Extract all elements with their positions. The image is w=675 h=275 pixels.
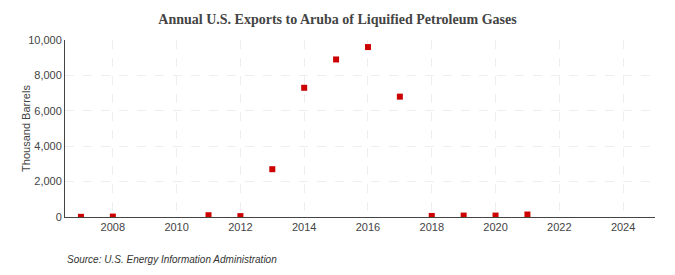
svg-text:8,000: 8,000 (34, 69, 62, 81)
svg-text:Thousand Barrels: Thousand Barrels (20, 85, 32, 172)
svg-text:Source: U.S. Energy Informatio: Source: U.S. Energy Information Administ… (67, 254, 277, 265)
svg-text:2010: 2010 (164, 221, 188, 233)
svg-text:10,000: 10,000 (28, 34, 62, 46)
svg-text:0: 0 (56, 211, 62, 223)
svg-text:Annual U.S. Exports to Aruba o: Annual U.S. Exports to Aruba of Liquifie… (158, 12, 517, 27)
svg-text:2014: 2014 (292, 221, 316, 233)
svg-text:2022: 2022 (547, 221, 571, 233)
svg-text:2020: 2020 (483, 221, 507, 233)
svg-text:2016: 2016 (356, 221, 380, 233)
svg-text:2008: 2008 (101, 221, 125, 233)
svg-text:2012: 2012 (228, 221, 252, 233)
svg-text:2018: 2018 (420, 221, 444, 233)
svg-text:4,000: 4,000 (34, 140, 62, 152)
svg-text:6,000: 6,000 (34, 105, 62, 117)
svg-text:2,000: 2,000 (34, 175, 62, 187)
svg-text:2024: 2024 (611, 221, 635, 233)
